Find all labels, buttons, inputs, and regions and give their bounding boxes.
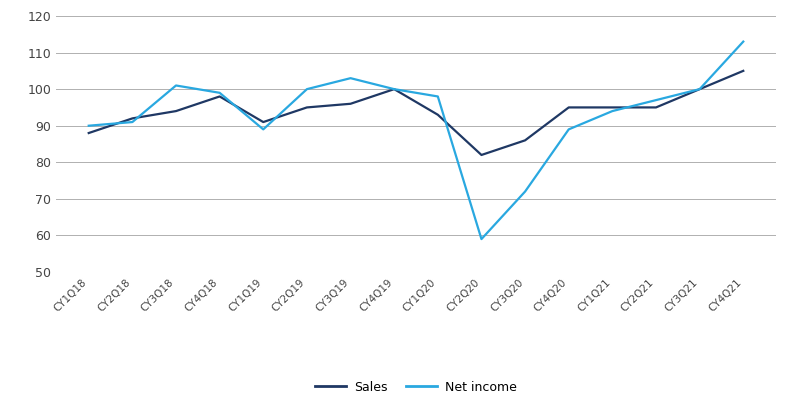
- Legend: Sales, Net income: Sales, Net income: [310, 376, 522, 399]
